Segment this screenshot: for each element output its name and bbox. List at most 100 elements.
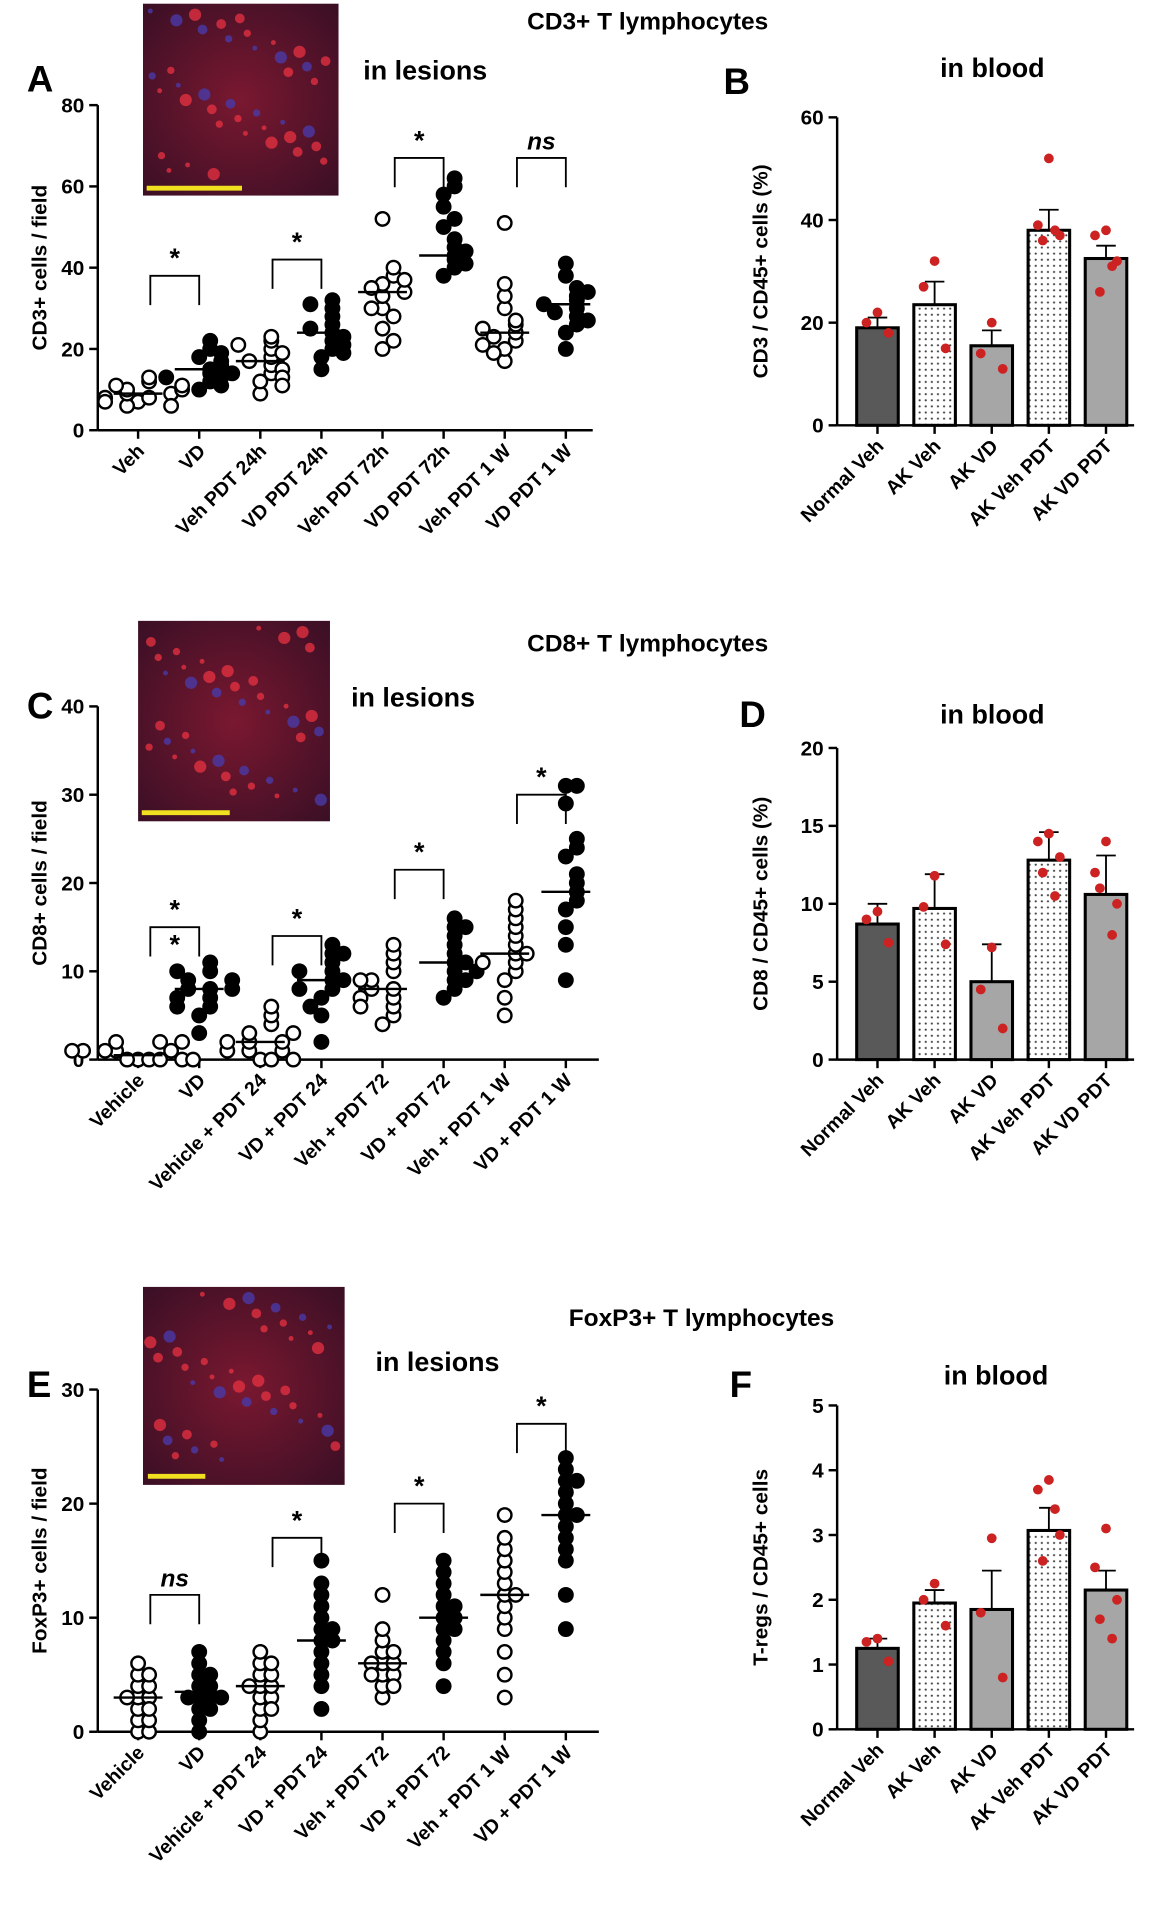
data-point xyxy=(568,866,585,883)
data-point xyxy=(997,1023,1008,1034)
cell xyxy=(311,1341,325,1355)
y-tick-label: 60 xyxy=(801,107,824,130)
cell xyxy=(284,130,297,144)
data-point xyxy=(285,1025,302,1042)
data-point xyxy=(141,369,158,386)
cell xyxy=(197,24,208,35)
y-tick-label: 30 xyxy=(61,1379,84,1402)
cell xyxy=(283,703,289,709)
data-point xyxy=(302,296,319,313)
y-tick-label: 20 xyxy=(801,737,824,760)
x-tick-label: Veh + PDT 1 W xyxy=(404,1741,516,1853)
data-point xyxy=(313,1701,330,1717)
cell xyxy=(147,8,153,14)
data-point xyxy=(291,963,308,980)
cell xyxy=(223,1297,236,1310)
y-tick-label: 0 xyxy=(812,1049,824,1072)
data-point xyxy=(883,328,894,338)
bar xyxy=(855,922,900,1062)
data-point xyxy=(263,1051,280,1068)
cell xyxy=(163,737,172,745)
bar xyxy=(1083,892,1129,1062)
cell xyxy=(184,676,198,689)
micrograph xyxy=(138,3,345,1485)
cell xyxy=(295,732,306,743)
data-point xyxy=(158,369,175,386)
panel-label: A xyxy=(27,59,53,100)
error-bar xyxy=(1039,208,1059,231)
data-point xyxy=(174,377,191,394)
data-point xyxy=(224,972,241,989)
data-point xyxy=(363,1666,380,1683)
data-point xyxy=(496,972,513,989)
data-point xyxy=(557,324,574,341)
panel-label: D xyxy=(739,694,765,735)
panel-subtitle: in lesions xyxy=(351,682,475,712)
data-point xyxy=(213,377,230,394)
significance-label: * xyxy=(414,1471,425,1501)
cell xyxy=(265,136,278,149)
data-point xyxy=(496,989,513,1006)
y-tick-label: 60 xyxy=(61,176,84,199)
cell xyxy=(181,731,190,740)
data-point xyxy=(313,1007,330,1024)
cell xyxy=(321,1424,334,1437)
data-point xyxy=(1037,1556,1048,1566)
data-point xyxy=(485,345,502,361)
cell xyxy=(163,670,168,676)
data-point xyxy=(1054,852,1065,862)
data-point xyxy=(374,1586,391,1603)
data-point xyxy=(374,1016,391,1033)
data-point xyxy=(929,1578,940,1589)
data-point xyxy=(557,972,574,989)
cell xyxy=(242,1291,255,1305)
data-point xyxy=(274,377,291,394)
y-tick-label: 20 xyxy=(801,312,824,335)
cell xyxy=(288,1336,294,1341)
data-point xyxy=(108,1033,125,1050)
bar xyxy=(1083,1588,1129,1731)
data-point xyxy=(130,1655,147,1672)
data-point xyxy=(396,271,413,288)
y-axis-label: CD3+ cells / field xyxy=(28,185,51,351)
data-point xyxy=(1095,286,1105,297)
data-point xyxy=(435,219,452,235)
cell xyxy=(251,1308,262,1319)
y-tick-label: 10 xyxy=(61,961,84,984)
cell xyxy=(179,93,192,107)
data-point xyxy=(435,989,452,1006)
cell xyxy=(260,1325,268,1333)
y-tick-label: 15 xyxy=(801,815,824,838)
cell xyxy=(211,687,222,698)
bar xyxy=(912,303,957,427)
cell xyxy=(163,1330,176,1343)
data-point xyxy=(568,777,585,794)
cell xyxy=(162,1435,173,1446)
significance-bracket xyxy=(149,1593,201,1625)
data-point xyxy=(457,919,474,936)
cell xyxy=(153,1352,163,1363)
data-point xyxy=(1043,828,1054,839)
cell xyxy=(210,1440,218,1448)
data-point xyxy=(163,397,180,414)
cell xyxy=(199,1291,205,1297)
data-point xyxy=(1043,153,1054,164)
data-point xyxy=(352,998,369,1015)
significance-label: * xyxy=(170,930,181,960)
data-point xyxy=(446,1621,463,1638)
significance-bracket xyxy=(271,1536,323,1568)
error-bar xyxy=(867,316,888,328)
data-point xyxy=(374,1621,391,1638)
data-point xyxy=(224,365,241,382)
data-point xyxy=(1090,230,1100,241)
data-point xyxy=(872,906,883,917)
cell xyxy=(241,1397,252,1407)
data-point xyxy=(385,1678,402,1695)
data-point xyxy=(579,312,596,329)
data-point xyxy=(191,1007,208,1024)
y-tick-label: 20 xyxy=(61,872,84,895)
significance-bracket xyxy=(149,926,201,957)
data-point xyxy=(313,349,330,366)
